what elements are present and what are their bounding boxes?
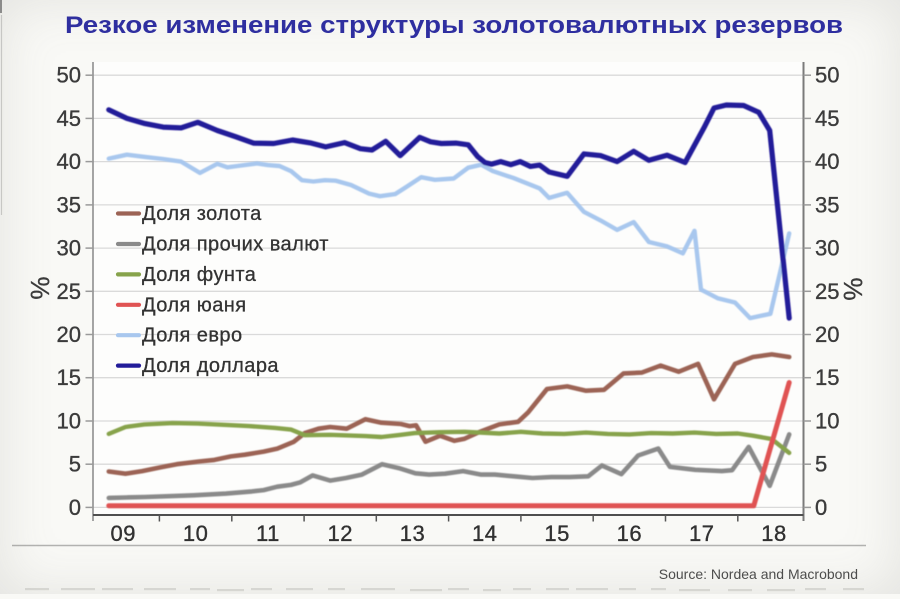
svg-text:35: 35 — [57, 192, 81, 217]
svg-text:10: 10 — [815, 409, 839, 434]
svg-text:5: 5 — [69, 452, 81, 477]
svg-text:10: 10 — [183, 521, 208, 546]
svg-text:45: 45 — [815, 106, 839, 131]
svg-text:25: 25 — [57, 279, 81, 304]
svg-text:40: 40 — [815, 149, 839, 174]
svg-text:20: 20 — [57, 322, 81, 347]
svg-text:0: 0 — [69, 495, 81, 520]
svg-text:Доля евро: Доля евро — [142, 325, 243, 347]
svg-text:Доля прочих валют: Доля прочих валют — [142, 234, 329, 256]
svg-text:15: 15 — [57, 365, 81, 390]
svg-text:16: 16 — [617, 521, 642, 546]
svg-text:35: 35 — [815, 192, 839, 217]
svg-text:0: 0 — [815, 495, 827, 520]
svg-text:45: 45 — [57, 106, 81, 131]
svg-text:18: 18 — [761, 521, 786, 546]
svg-text:14: 14 — [472, 521, 497, 546]
svg-text:Доля доллара: Доля доллара — [142, 355, 279, 377]
svg-text:15: 15 — [544, 521, 569, 546]
svg-text:20: 20 — [815, 322, 839, 347]
svg-text:11: 11 — [256, 521, 280, 546]
svg-text:25: 25 — [815, 279, 839, 304]
svg-text:%: % — [25, 276, 55, 299]
svg-text:30: 30 — [57, 236, 81, 261]
svg-text:%: % — [838, 277, 868, 300]
svg-text:Доля юаня: Доля юаня — [142, 294, 247, 316]
svg-text:50: 50 — [57, 63, 81, 88]
svg-text:50: 50 — [815, 63, 839, 88]
svg-text:13: 13 — [400, 521, 425, 546]
svg-text:10: 10 — [57, 409, 81, 434]
svg-text:5: 5 — [815, 452, 827, 477]
svg-text:Доля фунта: Доля фунта — [142, 264, 257, 286]
svg-text:40: 40 — [57, 149, 81, 174]
svg-text:15: 15 — [815, 365, 839, 390]
svg-text:12: 12 — [327, 521, 352, 546]
svg-text:09: 09 — [111, 521, 136, 546]
svg-text:17: 17 — [689, 521, 714, 546]
svg-text:30: 30 — [815, 236, 839, 261]
svg-text:Source: Nordea and Macrobond: Source: Nordea and Macrobond — [659, 566, 858, 582]
svg-text:Доля золота: Доля золота — [142, 203, 262, 225]
svg-text:Резкое изменение структуры зол: Резкое изменение структуры золотовалютны… — [65, 12, 843, 39]
